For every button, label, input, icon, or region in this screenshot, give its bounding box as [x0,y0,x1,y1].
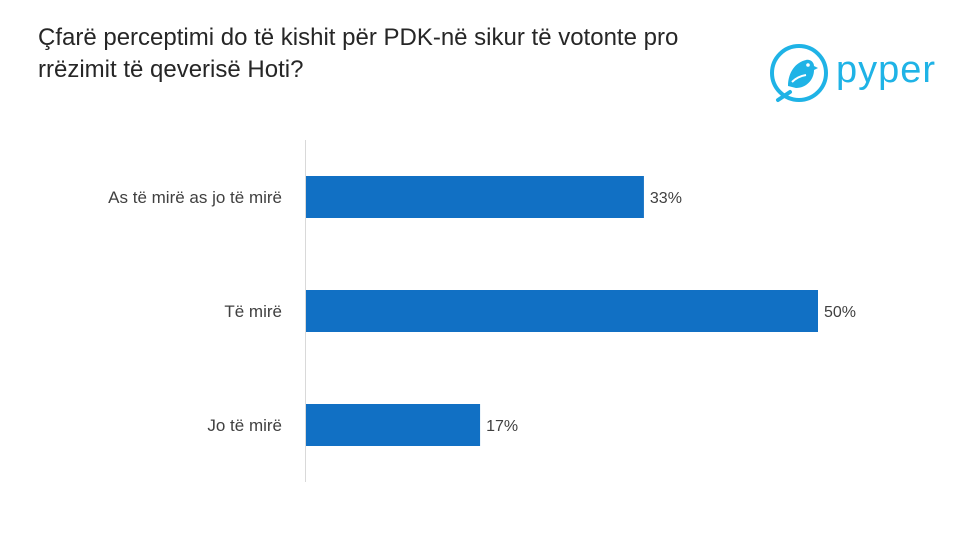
pyper-logo: pyper [768,42,936,106]
value-label: 17% [486,418,518,435]
bird-logo-icon [770,44,828,102]
category-label: As të mirë as jo të mirë [108,188,282,207]
category-label: Jo të mirë [207,416,282,435]
bar-1 [306,290,818,332]
value-label: 33% [650,190,682,207]
value-label: 50% [824,304,856,321]
logo-wordmark: pyper [836,48,937,91]
category-label: Të mirë [224,302,282,321]
bar-0 [306,176,644,218]
chart-title: Çfarë perceptimi do të kishit për PDK-në… [38,24,679,83]
bar-2 [306,404,481,446]
